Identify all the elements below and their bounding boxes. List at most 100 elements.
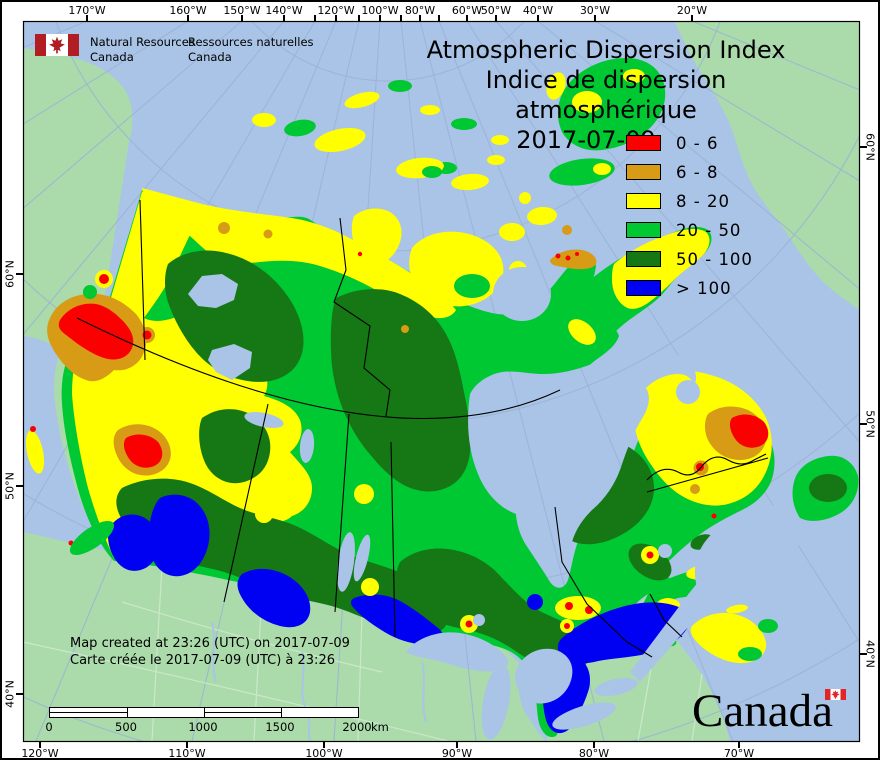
- legend-item: 50 - 100: [626, 249, 753, 269]
- axis-label-bottom: 90°W: [441, 747, 473, 760]
- axis-label-left: 60°N: [3, 260, 17, 288]
- axis-tick: [466, 15, 468, 21]
- adi-yellow-arctic-coast: [142, 188, 456, 319]
- axis-label-bottom: 110°W: [168, 747, 206, 760]
- axis-label-top: 160°W: [169, 4, 207, 17]
- province-borders: [76, 199, 769, 658]
- legend-swatch: [626, 135, 661, 151]
- legend-label: > 100: [676, 278, 732, 298]
- scalebar: [49, 707, 359, 718]
- axis-label-right: 60°N: [863, 133, 877, 161]
- southampton-island: [508, 325, 552, 355]
- axis-tick: [16, 693, 23, 695]
- axis-label-right: 50°N: [863, 410, 877, 438]
- adi-yellow-east: [633, 370, 772, 506]
- axis-tick: [39, 742, 41, 748]
- scalebar-value: 0: [45, 720, 53, 734]
- axis-tick: [594, 15, 596, 21]
- coastal-islands: [25, 426, 859, 664]
- greenland: [674, 21, 860, 310]
- axis-label-left: 50°N: [3, 472, 17, 500]
- pei: [726, 604, 748, 614]
- axis-tick: [738, 742, 740, 748]
- credit-line-en: Map created at 23:26 (UTC) on 2017-07-09: [70, 636, 350, 651]
- axis-label-right: 40°N: [863, 640, 877, 668]
- wordmark-text: Canada: [692, 685, 833, 737]
- credit-line-fr: Carte créée le 2017-07-09 (UTC) à 23:26: [70, 653, 335, 668]
- legend-item: 8 - 20: [626, 191, 753, 211]
- map-title: Atmospheric Dispersion Index Indice de d…: [404, 35, 808, 155]
- axis-label-bottom: 80°W: [578, 747, 610, 760]
- title-en: Atmospheric Dispersion Index: [426, 36, 786, 64]
- axis-tick: [358, 15, 360, 21]
- axis-label-top: 100°W: [361, 4, 399, 17]
- axis-label-top: 50°W: [480, 4, 512, 17]
- map-frame: [22, 20, 861, 743]
- axis-tick: [379, 15, 381, 21]
- axis-label-bottom: 70°W: [723, 747, 755, 760]
- axis-tick: [187, 15, 189, 21]
- axis-label-top: 30°W: [579, 4, 611, 17]
- axis-tick: [16, 273, 23, 275]
- legend-swatch: [626, 193, 661, 209]
- axis-label-top: 60°W: [451, 4, 483, 17]
- axis-tick: [283, 15, 285, 21]
- axis-label-bottom: 120°W: [21, 747, 59, 760]
- legend-label: 50 - 100: [676, 249, 753, 269]
- scalebar-value: 500: [115, 720, 137, 734]
- scalebar-value: 1500: [265, 720, 295, 734]
- axis-tick: [495, 15, 497, 21]
- axis-label-top: 120°W: [317, 4, 355, 17]
- axis-tick: [438, 15, 440, 21]
- legend: 0 - 6 6 - 8 8 - 20 20 - 50 50 - 100 > 100: [626, 134, 753, 309]
- scalebar-unit: km: [371, 720, 389, 734]
- axis-tick: [186, 742, 188, 748]
- axis-tick: [400, 15, 402, 21]
- map-credits: Map created at 23:26 (UTC) on 2017-07-09…: [70, 635, 350, 669]
- legend-item: 6 - 8: [626, 162, 753, 182]
- title-fr: Indice de dispersion atmosphérique: [485, 66, 727, 124]
- canada-flag-icon: [35, 34, 79, 56]
- legend-item: > 100: [626, 278, 753, 298]
- axis-tick: [86, 15, 88, 21]
- legend-swatch: [626, 222, 661, 238]
- legend-swatch: [626, 251, 661, 267]
- great-bear-lake: [188, 274, 238, 308]
- axis-label-top: 140°W: [265, 4, 303, 17]
- axis-tick: [860, 146, 867, 148]
- lakes-and-bays: [188, 267, 800, 740]
- org-name-en: Natural Resources Canada: [90, 35, 195, 64]
- scalebar-value: 1000: [188, 720, 218, 734]
- axis-tick: [860, 653, 867, 655]
- legend-label: 20 - 50: [676, 220, 742, 240]
- adi-hotspots: [47, 222, 769, 633]
- axis-tick: [16, 485, 23, 487]
- axis-label-top: 170°W: [68, 4, 106, 17]
- legend-swatch: [626, 280, 661, 296]
- legend-item: 0 - 6: [626, 134, 753, 153]
- axis-label-top: 80°W: [404, 4, 436, 17]
- axis-tick: [456, 742, 458, 748]
- scalebar-labels: 0 500 1000 1500 2000 km: [45, 720, 389, 734]
- axis-tick: [691, 15, 693, 21]
- org-name-fr: Ressources naturelles Canada: [188, 35, 314, 64]
- legend-item: 20 - 50: [626, 220, 753, 240]
- us-state-lines: [23, 564, 703, 741]
- org-logo: Natural Resources Canada Ressources natur…: [35, 34, 314, 64]
- scalebar-value: 2000: [342, 720, 372, 734]
- axis-tick: [314, 15, 316, 21]
- great-slave-lake: [208, 344, 252, 380]
- legend-label: 6 - 8: [676, 162, 719, 182]
- axis-tick: [593, 742, 595, 748]
- legend-label: 8 - 20: [676, 191, 730, 211]
- legend-swatch: [626, 164, 661, 180]
- axis-tick: [537, 15, 539, 21]
- usa: [23, 532, 546, 741]
- axis-label-top: 150°W: [223, 4, 261, 17]
- axis-label-left: 40°N: [3, 680, 17, 708]
- canada-wordmark: Canada: [692, 686, 862, 738]
- axis-tick: [419, 15, 421, 21]
- canada-landmass: [25, 58, 859, 740]
